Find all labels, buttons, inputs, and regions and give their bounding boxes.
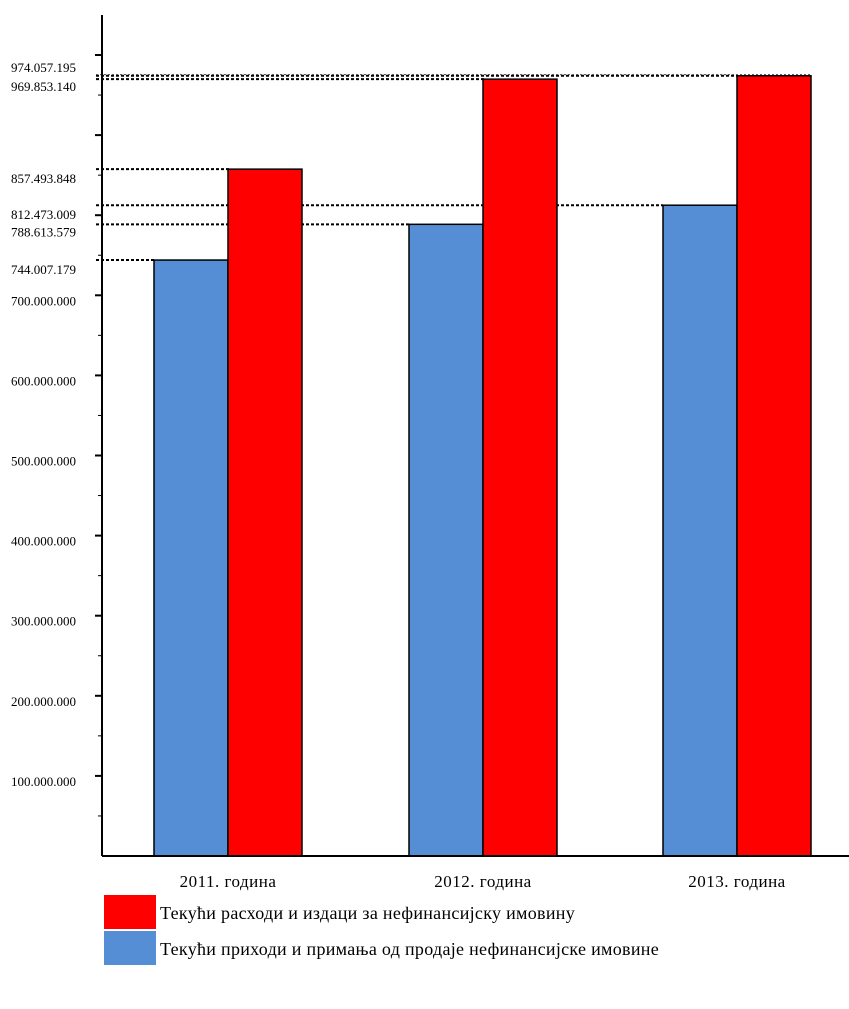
bar-expenses-3: [736, 75, 812, 857]
value-label-5: 788.613.579: [11, 224, 76, 239]
axes: [95, 15, 849, 857]
bar-revenues-1: [153, 259, 229, 857]
y-tick-label-3: 300.000.000: [11, 614, 76, 629]
y-tick-label-7: 700.000.000: [11, 293, 76, 308]
bars: [153, 75, 812, 857]
value-label-3: 857.493.848: [11, 171, 76, 186]
legend-label-expenses: Текући расходи и издаци за нефинансијску…: [160, 903, 575, 923]
value-label-4: 812.473.009: [11, 207, 76, 222]
legend-label-revenues: Текући приходи и примања од продаје нефи…: [160, 939, 659, 959]
bar-revenues-2: [408, 223, 484, 857]
bar-expenses-1: [227, 168, 303, 857]
legend-item-revenues: Текући приходи и примања од продаје нефи…: [104, 931, 804, 965]
x-category-label-3: 2013. година: [688, 872, 785, 891]
y-tick-label-6: 600.000.000: [11, 373, 76, 388]
legend-swatch-revenues: [104, 931, 156, 965]
y-tick-label-2: 200.000.000: [11, 694, 76, 709]
y-tick-label-1: 100.000.000: [11, 774, 76, 789]
y-tick-label-4: 400.000.000: [11, 534, 76, 549]
legend-item-expenses: Текући расходи и издаци за нефинансијску…: [104, 895, 804, 929]
y-tick-label-5: 500.000.000: [11, 454, 76, 469]
value-label-1: 974.057.195: [11, 60, 76, 75]
value-label-2: 969.853.140: [11, 79, 76, 94]
x-category-label-1: 2011. година: [180, 872, 277, 891]
value-label-6: 744.007.179: [11, 262, 76, 277]
x-category-label-2: 2012. година: [434, 872, 531, 891]
bar-revenues-3: [662, 204, 738, 857]
bar-expenses-2: [482, 78, 558, 857]
value-leader-lines: [96, 74, 812, 262]
legend-swatch-expenses: [104, 895, 156, 929]
labels: 100.000.000 200.000.000 300.000.000 400.000…: [11, 60, 785, 891]
